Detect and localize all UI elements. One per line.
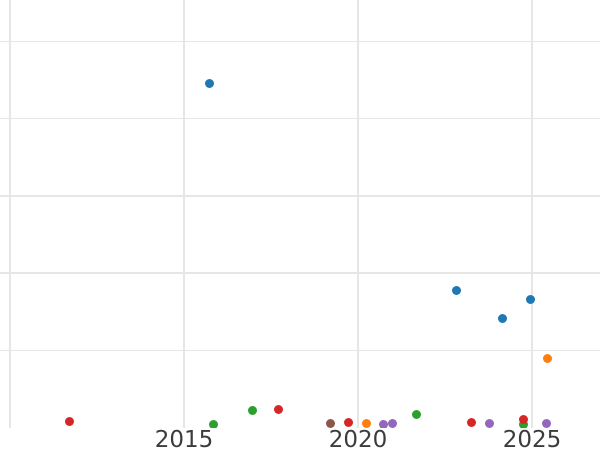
data-point-orange: [542, 354, 552, 364]
data-point-brown: [326, 419, 336, 428]
gridline-horizontal: [0, 195, 600, 197]
x-tick-label: 2020: [328, 427, 388, 450]
gridline-vertical: [357, 0, 359, 428]
data-point-orange: [361, 419, 371, 428]
gridline-vertical: [183, 0, 185, 428]
data-point-blue: [451, 285, 461, 295]
gridline-horizontal: [0, 40, 600, 43]
data-point-blue: [204, 79, 214, 89]
gridline-horizontal: [0, 349, 600, 352]
data-point-red: [64, 416, 74, 426]
gridline-horizontal: [0, 117, 600, 120]
data-point-purple: [388, 419, 398, 428]
data-point-red: [274, 405, 284, 415]
x-tick-label: 2015: [154, 427, 214, 450]
data-point-green: [247, 406, 257, 416]
data-point-red: [519, 415, 529, 425]
data-point-purple: [378, 419, 388, 428]
data-point-red: [466, 417, 476, 427]
plot-area: [0, 0, 600, 428]
data-point-green: [411, 409, 421, 419]
gridline-horizontal: [0, 272, 600, 274]
data-point-purple: [541, 419, 551, 428]
data-point-green: [209, 419, 219, 428]
data-point-blue: [497, 314, 507, 324]
data-point-purple: [484, 419, 494, 428]
gridline-vertical: [531, 0, 533, 428]
data-point-blue: [526, 294, 536, 304]
data-point-red: [344, 418, 354, 428]
x-tick-label: 2025: [502, 427, 562, 450]
gridline-vertical: [9, 0, 11, 428]
